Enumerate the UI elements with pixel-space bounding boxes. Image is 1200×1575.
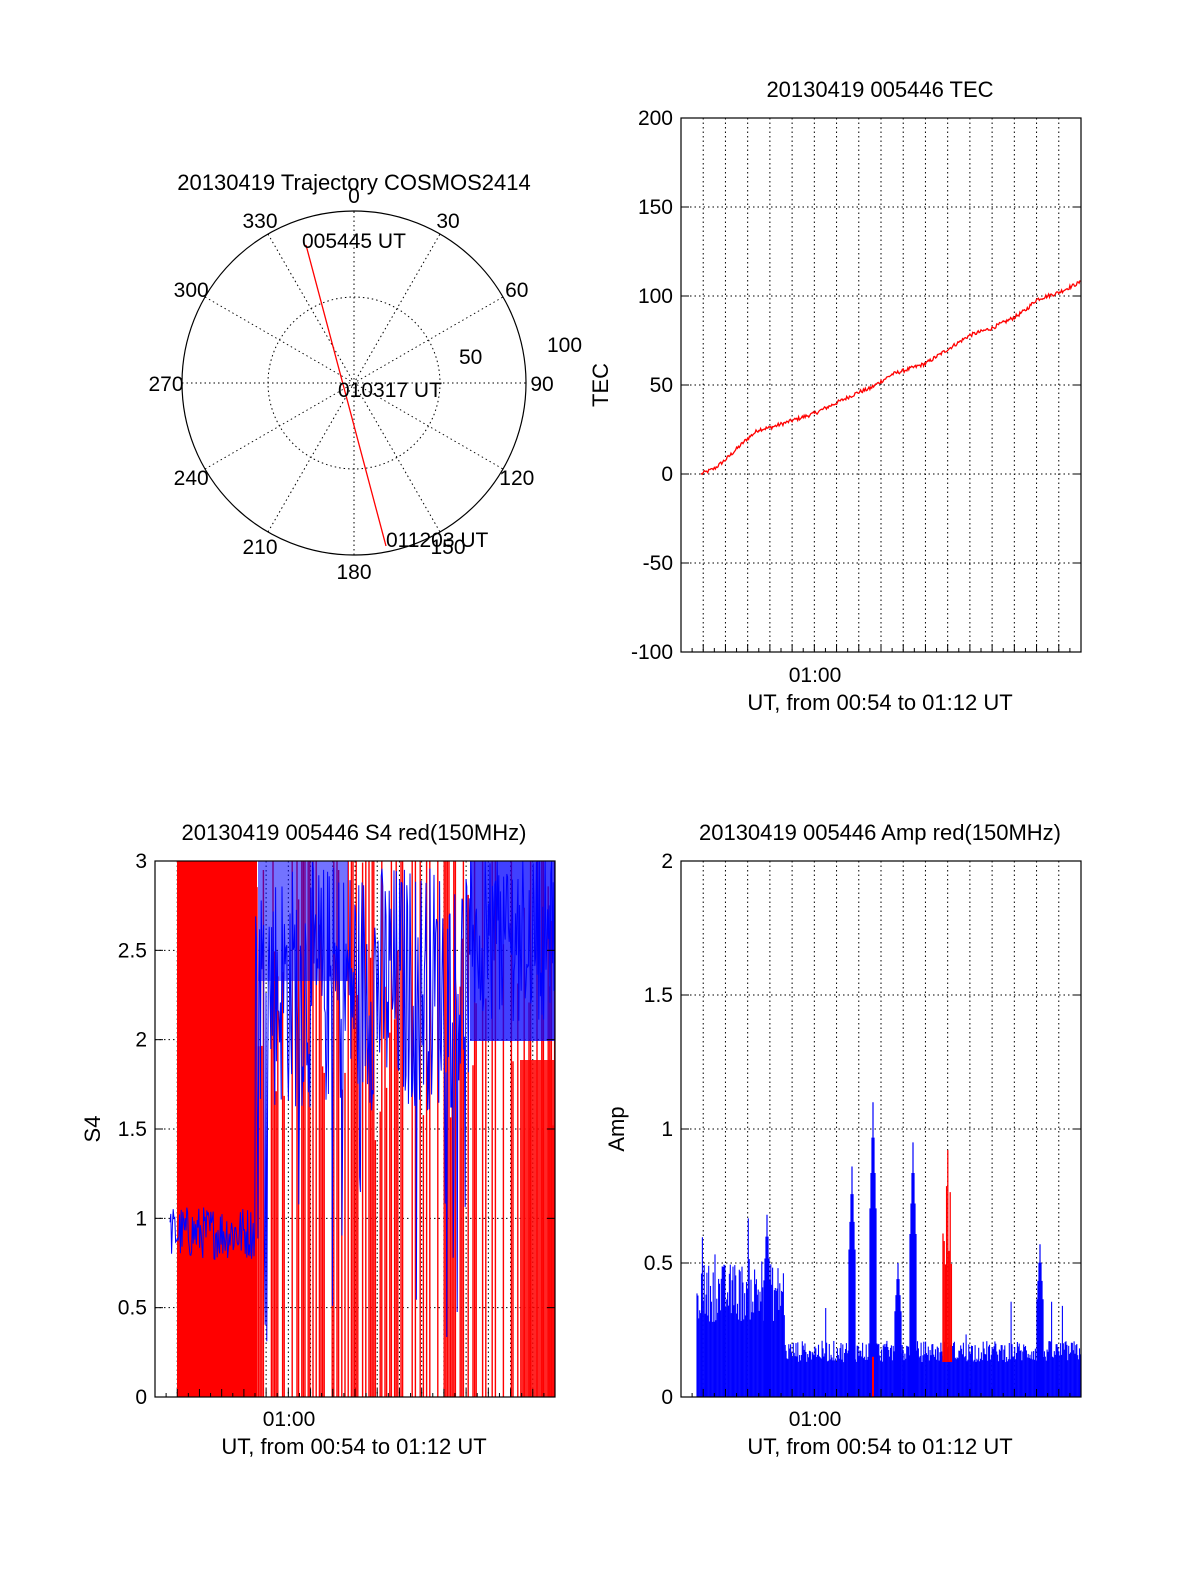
y-tick--50: -50: [643, 552, 673, 575]
trajectory-panel: 20130419 Trajectory COSMOS2414 0 30 60 90 12…: [148, 170, 582, 584]
tec-panel: 20130419 005446 TEC -100-50050100150200 …: [588, 77, 1082, 715]
polar-inner-circle: [267, 296, 441, 470]
tec-series-line: [700, 280, 1081, 476]
s4-blue-block-left: [258, 861, 348, 981]
s4-red-block-right: [520, 1060, 555, 1397]
tec-y-label: TEC: [588, 363, 613, 407]
amp-x-label: UT, from 00:54 to 01:12 UT: [747, 1434, 1012, 1459]
amp-blue-series: [696, 1102, 1081, 1397]
amp-y-ticks: 0 0.5 1 1.5 2: [644, 850, 1082, 1409]
s4-blue-series-band: [258, 861, 555, 1041]
radial-tick-50: 50: [459, 346, 482, 369]
y-tick--100: -100: [631, 641, 673, 664]
azimuth-tick-90: 90: [530, 373, 553, 396]
y-tick-150: 150: [638, 196, 673, 219]
y-tick-2: 2: [661, 850, 673, 873]
s4-x-tick: 01:00: [263, 1408, 316, 1431]
tec-grid: [681, 118, 1081, 652]
y-tick-1.5: 1.5: [118, 1118, 147, 1141]
azimuth-tick-150: 150: [430, 536, 465, 559]
trajectory-mid-label: 010317 UT: [338, 379, 442, 402]
azimuth-labels: 0 30 60 90 120 150 180 210 240 270 300 330: [148, 185, 553, 584]
amp-y-label: Amp: [604, 1106, 629, 1151]
azimuth-tick-270: 270: [148, 373, 183, 396]
amp-title: 20130419 005446 Amp red(150MHz): [699, 820, 1061, 845]
polar-grid: [182, 211, 526, 555]
s4-red-block: [177, 861, 257, 1397]
trajectory-start-label: 005445 UT: [302, 230, 406, 253]
y-tick-0: 0: [661, 1386, 673, 1409]
y-tick-2.5: 2.5: [118, 939, 147, 962]
y-tick-0: 0: [661, 463, 673, 486]
amp-red-series: [872, 1150, 953, 1397]
s4-blue-block-right: [470, 861, 555, 1041]
trajectory-end-label: 011203 UT: [386, 529, 489, 552]
trajectory-line: [305, 244, 387, 547]
azimuth-tick-210: 210: [242, 536, 277, 559]
s4-y-ticks: 0 0.5 1 1.5 2 2.5 3: [118, 850, 556, 1409]
y-tick-100: 100: [638, 285, 673, 308]
tec-x-label: UT, from 00:54 to 01:12 UT: [747, 690, 1012, 715]
amp-grid: [681, 861, 1081, 1397]
y-tick-2: 2: [135, 1029, 147, 1052]
polar-spoke-150: [267, 233, 441, 533]
y-tick-200: 200: [638, 107, 673, 130]
azimuth-tick-180: 180: [336, 561, 371, 584]
azimuth-tick-240: 240: [174, 467, 209, 490]
tec-title: 20130419 005446 TEC: [766, 77, 993, 102]
radial-tick-100: 100: [547, 334, 582, 357]
trajectory-title: 20130419 Trajectory COSMOS2414: [177, 170, 530, 195]
y-tick-0.5: 0.5: [644, 1252, 673, 1275]
y-tick-3: 3: [135, 850, 147, 873]
y-tick-0.5: 0.5: [118, 1297, 147, 1320]
azimuth-tick-60: 60: [505, 279, 528, 302]
amp-panel: 20130419 005446 Amp red(150MHz) 0 0.5 1 1.5…: [604, 820, 1082, 1459]
s4-title: 20130419 005446 S4 red(150MHz): [182, 820, 527, 845]
s4-y-label: S4: [80, 1116, 105, 1143]
y-tick-50: 50: [650, 374, 673, 397]
azimuth-tick-330: 330: [242, 210, 277, 233]
polar-outer-circle: [181, 210, 527, 556]
y-tick-0: 0: [135, 1386, 147, 1409]
azimuth-tick-300: 300: [174, 279, 209, 302]
tec-x-tick: 01:00: [789, 664, 842, 687]
s4-panel: 20130419 005446 S4 red(150MHz) 0 0.5 1 1.5 2…: [80, 820, 556, 1459]
tec-y-ticks: -100 -50 0 50 100 150 200: [631, 107, 1082, 664]
y-tick-1: 1: [135, 1207, 147, 1230]
amp-x-tick: 01:00: [789, 1408, 842, 1431]
y-tick-1: 1: [661, 1118, 673, 1141]
azimuth-tick-0: 0: [348, 185, 360, 208]
y-tick-1.5: 1.5: [644, 984, 673, 1007]
azimuth-tick-30: 30: [436, 210, 459, 233]
s4-x-label: UT, from 00:54 to 01:12 UT: [221, 1434, 486, 1459]
azimuth-tick-120: 120: [499, 467, 534, 490]
